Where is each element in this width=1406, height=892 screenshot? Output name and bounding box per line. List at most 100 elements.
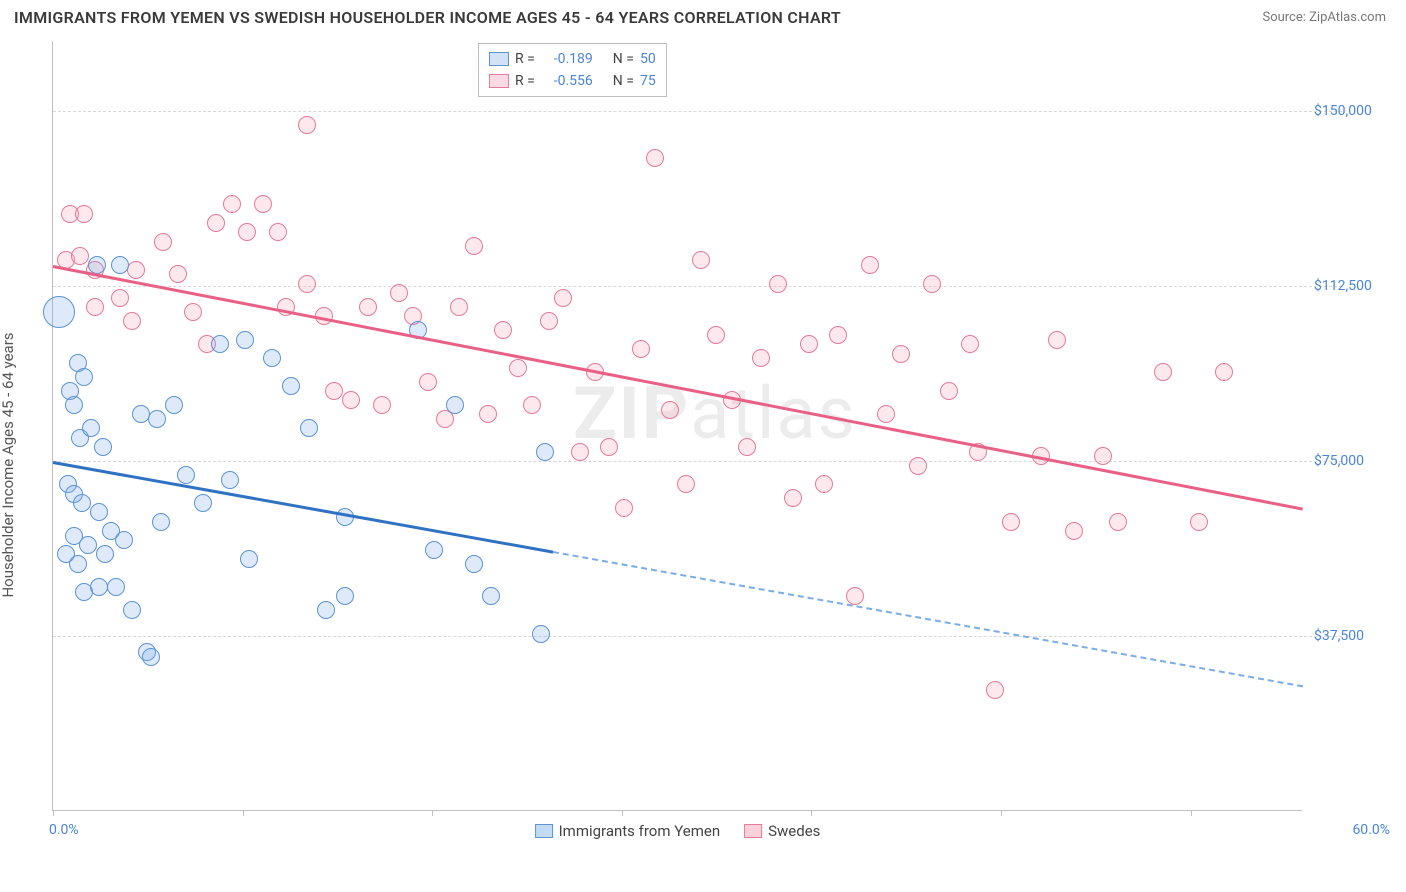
plot-area: ZIPatlas $37,500$75,000$112,500$150,0000… xyxy=(52,41,1302,811)
legend-row: R =-0.556N =75 xyxy=(489,70,656,92)
legend-row: R = -0.189 N = 50 xyxy=(489,48,656,70)
scatter-point xyxy=(479,405,497,423)
source-label: Source: xyxy=(1262,10,1309,25)
scatter-point xyxy=(152,513,170,531)
scatter-point xyxy=(738,438,756,456)
chart-header: IMMIGRANTS FROM YEMEN VS SWEDISH HOUSEHO… xyxy=(0,0,1406,31)
legend-r-value: -0.189 xyxy=(541,48,593,70)
scatter-point xyxy=(111,289,129,307)
scatter-point xyxy=(373,396,391,414)
legend-swatch xyxy=(489,74,509,88)
scatter-point xyxy=(846,587,864,605)
scatter-point xyxy=(75,368,93,386)
scatter-point xyxy=(540,312,558,330)
x-tick-mark xyxy=(622,810,623,816)
scatter-point xyxy=(465,555,483,573)
x-tick-label-right: 60.0% xyxy=(1352,822,1390,838)
scatter-point xyxy=(132,405,150,423)
scatter-point xyxy=(107,578,125,596)
scatter-point xyxy=(142,648,160,666)
legend-r-label: R = xyxy=(515,48,535,70)
legend-n-value: 50 xyxy=(640,48,656,70)
scatter-point xyxy=(509,359,527,377)
y-tick-label: $150,000 xyxy=(1314,103,1394,119)
scatter-point xyxy=(194,494,212,512)
scatter-point xyxy=(494,321,512,339)
x-tick-label-left: 0.0% xyxy=(49,822,79,838)
scatter-point xyxy=(86,298,104,316)
scatter-point xyxy=(223,195,241,213)
scatter-point xyxy=(532,625,550,643)
scatter-point xyxy=(342,391,360,409)
scatter-point xyxy=(111,256,129,274)
series-legend-item: Swedes xyxy=(744,822,820,840)
y-tick-label: $37,500 xyxy=(1314,628,1394,644)
scatter-point xyxy=(390,284,408,302)
series-legend-label: Immigrants from Yemen xyxy=(559,822,721,840)
legend-r-label: R = xyxy=(515,70,535,92)
scatter-point xyxy=(184,303,202,321)
scatter-point xyxy=(892,345,910,363)
scatter-point xyxy=(1002,513,1020,531)
scatter-point xyxy=(148,410,166,428)
scatter-point xyxy=(986,681,1004,699)
series-legend-label: Swedes xyxy=(768,822,820,840)
trendline-yemen-dashed xyxy=(553,551,1303,687)
scatter-point xyxy=(65,396,83,414)
x-tick-mark xyxy=(432,810,433,816)
scatter-point xyxy=(165,396,183,414)
scatter-point xyxy=(692,251,710,269)
scatter-point xyxy=(446,396,464,414)
scatter-point xyxy=(73,494,91,512)
legend-swatch xyxy=(489,52,509,66)
scatter-point xyxy=(600,438,618,456)
x-tick-mark xyxy=(53,810,54,816)
scatter-point xyxy=(298,116,316,134)
scatter-point xyxy=(482,587,500,605)
scatter-point xyxy=(815,475,833,493)
scatter-point xyxy=(336,587,354,605)
scatter-point xyxy=(298,275,316,293)
legend-swatch xyxy=(535,824,553,838)
scatter-point xyxy=(752,349,770,367)
scatter-point xyxy=(240,550,258,568)
scatter-point xyxy=(300,419,318,437)
scatter-point xyxy=(96,545,114,563)
scatter-point xyxy=(1094,447,1112,465)
gridline xyxy=(53,286,1342,287)
scatter-point xyxy=(79,536,97,554)
scatter-point xyxy=(236,331,254,349)
scatter-point xyxy=(43,296,75,328)
legend-n-label: N = xyxy=(613,48,634,70)
legend-r-value: -0.556 xyxy=(541,70,593,92)
scatter-point xyxy=(94,438,112,456)
scatter-point xyxy=(282,377,300,395)
series-legend: Immigrants from Yemen Swedes xyxy=(535,822,821,840)
legend-swatch xyxy=(744,824,762,838)
gridline xyxy=(53,636,1342,637)
scatter-point xyxy=(571,443,589,461)
watermark-atlas: atlas xyxy=(690,371,857,456)
scatter-point xyxy=(115,531,133,549)
source-attribution: Source: ZipAtlas.com xyxy=(1262,10,1386,25)
scatter-point xyxy=(1215,363,1233,381)
x-tick-mark xyxy=(1001,810,1002,816)
scatter-point xyxy=(615,499,633,517)
y-tick-label: $112,500 xyxy=(1314,278,1394,294)
scatter-point xyxy=(269,223,287,241)
scatter-point xyxy=(123,601,141,619)
scatter-point xyxy=(169,265,187,283)
x-tick-mark xyxy=(1191,810,1192,816)
scatter-point xyxy=(425,541,443,559)
scatter-point xyxy=(1065,522,1083,540)
scatter-point xyxy=(829,326,847,344)
legend-n-value: 75 xyxy=(640,70,656,92)
scatter-point xyxy=(465,237,483,255)
scatter-point xyxy=(75,583,93,601)
y-axis-label: Householder Income Ages 45 - 64 years xyxy=(0,332,17,597)
scatter-point xyxy=(554,289,572,307)
scatter-point xyxy=(238,223,256,241)
scatter-point xyxy=(90,503,108,521)
scatter-point xyxy=(1154,363,1172,381)
scatter-point xyxy=(677,475,695,493)
